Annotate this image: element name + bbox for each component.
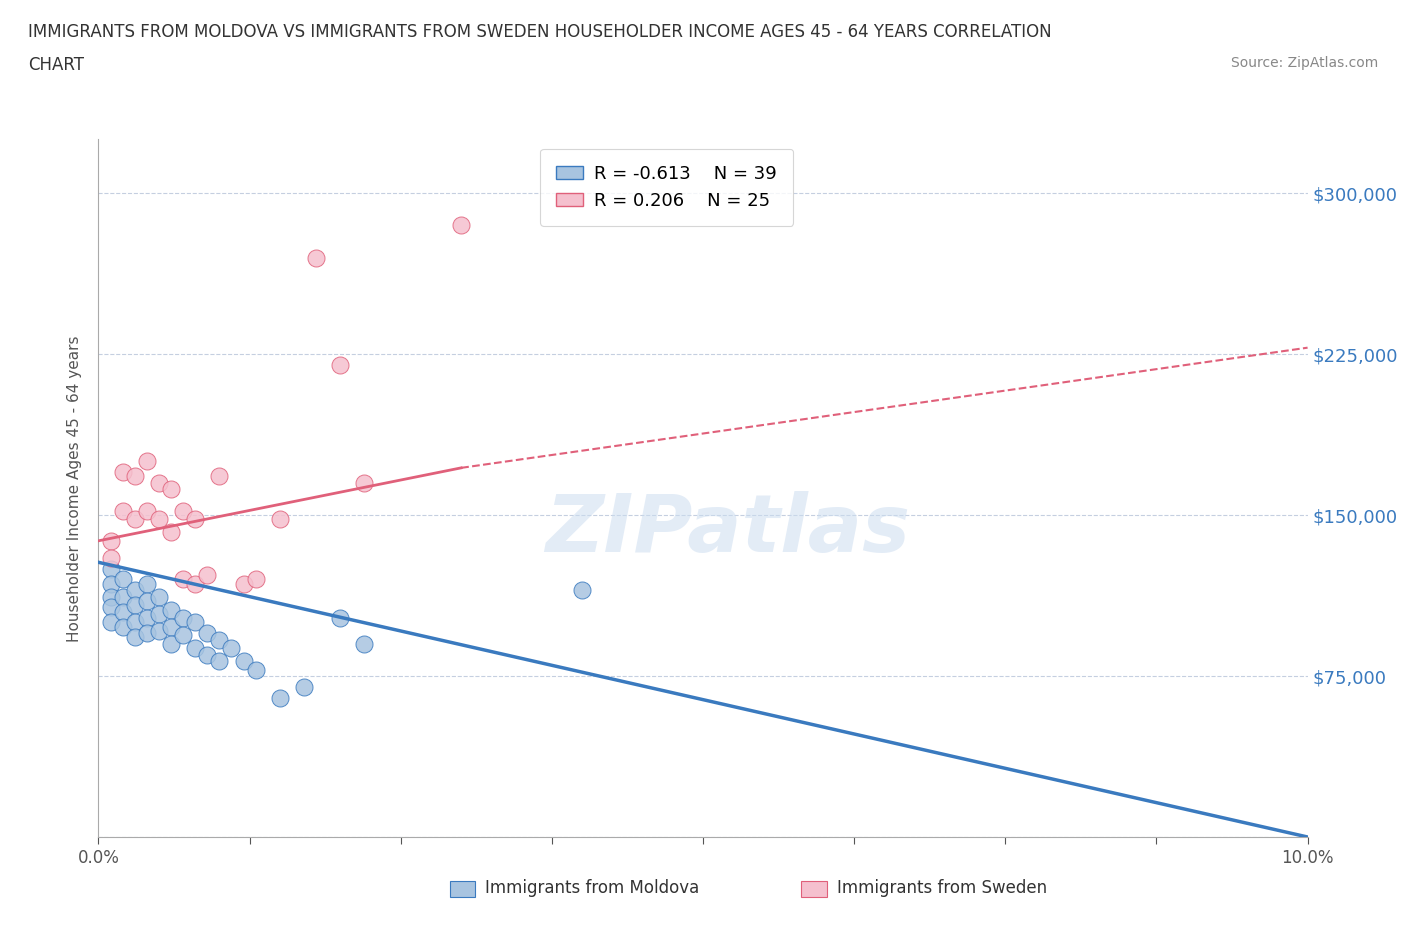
Point (160, 619, 183, 634)
Point (172, 628, 194, 643)
Point (124, 469, 146, 484)
Point (160, 602, 183, 617)
Point (124, 630, 146, 644)
Point (245, 572, 267, 587)
Point (160, 482, 183, 497)
Point (450, 218, 472, 232)
Point (135, 454, 157, 469)
Point (135, 611, 157, 626)
Point (111, 503, 134, 518)
Point (160, 525, 183, 539)
Point (135, 626, 157, 641)
Point (172, 503, 194, 518)
Point (208, 469, 231, 484)
Point (148, 512, 170, 526)
Text: Immigrants from Moldova: Immigrants from Moldova (485, 879, 699, 897)
Point (135, 577, 157, 591)
Point (172, 611, 194, 626)
Point (208, 654, 231, 669)
Point (111, 590, 134, 604)
Point (111, 619, 134, 634)
Point (353, 475, 375, 490)
Text: IMMIGRANTS FROM MOLDOVA VS IMMIGRANTS FROM SWEDEN HOUSEHOLDER INCOME AGES 45 - 6: IMMIGRANTS FROM MOLDOVA VS IMMIGRANTS FR… (28, 23, 1052, 41)
Point (135, 503, 157, 518)
Point (148, 623, 170, 638)
Point (195, 626, 218, 641)
Point (100, 590, 122, 604)
Point (111, 604, 134, 619)
Point (329, 357, 352, 372)
Point (100, 615, 122, 630)
Point (353, 636, 375, 651)
Text: Source: ZipAtlas.com: Source: ZipAtlas.com (1230, 56, 1378, 70)
Point (111, 465, 134, 480)
Point (100, 551, 122, 565)
Point (292, 679, 315, 694)
Point (232, 654, 254, 669)
Point (135, 593, 157, 608)
Point (305, 250, 328, 265)
Point (100, 534, 122, 549)
Point (329, 611, 352, 626)
Point (269, 690, 291, 705)
Point (184, 512, 207, 526)
Legend: R = -0.613    N = 39, R = 0.206    N = 25: R = -0.613 N = 39, R = 0.206 N = 25 (540, 149, 793, 226)
Point (172, 572, 194, 587)
Point (571, 583, 593, 598)
Point (148, 590, 170, 604)
Text: CHART: CHART (28, 56, 84, 73)
Y-axis label: Householder Income Ages 45 - 64 years: Householder Income Ages 45 - 64 years (67, 335, 83, 642)
Point (124, 598, 146, 613)
Point (232, 577, 254, 591)
Point (124, 583, 146, 598)
Point (184, 615, 207, 630)
Point (100, 577, 122, 591)
Point (124, 512, 146, 526)
Point (124, 615, 146, 630)
Point (148, 475, 170, 490)
Point (269, 512, 291, 526)
Point (184, 641, 207, 656)
Point (221, 641, 243, 656)
Point (100, 600, 122, 615)
Point (195, 647, 218, 662)
Point (160, 636, 183, 651)
Point (100, 562, 122, 577)
Point (195, 567, 218, 582)
Text: ZIPatlas: ZIPatlas (544, 491, 910, 569)
Point (245, 662, 267, 677)
Point (148, 606, 170, 621)
Point (208, 632, 231, 647)
Point (111, 572, 134, 587)
Text: Immigrants from Sweden: Immigrants from Sweden (837, 879, 1046, 897)
Point (184, 577, 207, 591)
